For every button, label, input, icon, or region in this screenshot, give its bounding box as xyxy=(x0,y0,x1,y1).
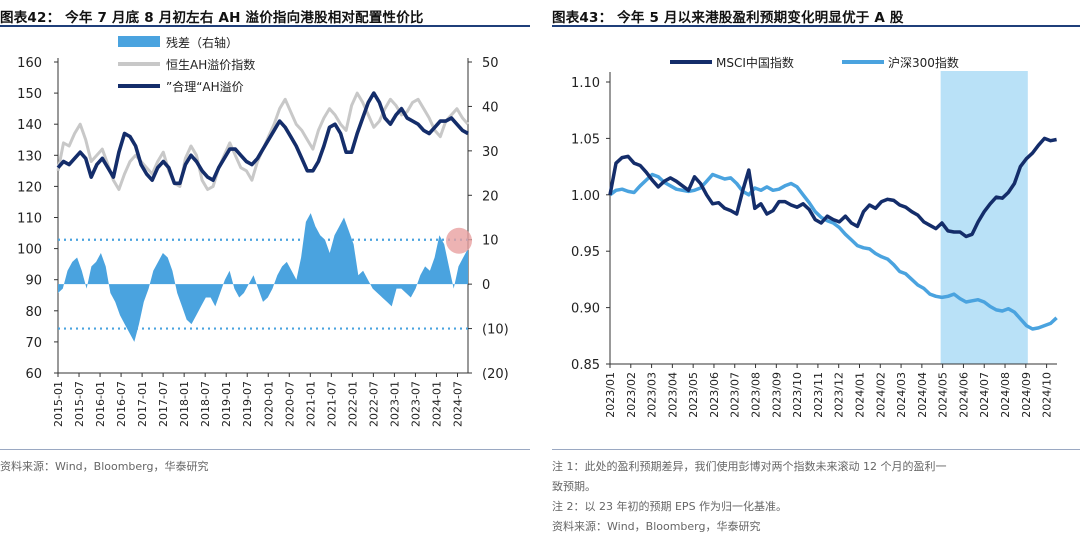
left-title-rule xyxy=(0,25,530,27)
right-notes-rule xyxy=(552,449,1080,450)
legend-label: MSCI中国指数 xyxy=(716,55,794,70)
y-tick-label: 0.90 xyxy=(571,302,600,317)
highlight-circle-marker xyxy=(446,227,472,254)
right-note-1: 注 1：此处的盈利预期差异，我们使用彭博对两个指数未来滚动 12 个月的盈利一 xyxy=(552,460,947,473)
y-left-tick-label: 120 xyxy=(17,180,42,195)
x-tick-label: 2023/12 xyxy=(833,372,846,418)
x-tick-label: 2021-07 xyxy=(325,381,338,427)
x-tick-label: 2023/04 xyxy=(666,372,679,418)
x-tick-label: 2023/10 xyxy=(791,372,804,418)
x-tick-label: 2024/09 xyxy=(1020,372,1033,418)
y-left-tick-label: 130 xyxy=(17,149,42,164)
y-left-tick-label: 110 xyxy=(17,212,42,227)
x-tick-label: 2020-07 xyxy=(283,381,296,427)
x-tick-label: 2017-01 xyxy=(136,381,149,427)
x-tick-label: 2020-01 xyxy=(262,381,275,427)
legend-label: 恒生AH溢价指数 xyxy=(166,57,255,72)
x-tick-label: 2018-07 xyxy=(199,381,212,427)
x-tick-label: 2024/07 xyxy=(978,372,991,418)
left-source-rule xyxy=(0,449,530,450)
fair-ah-premium-line xyxy=(56,91,469,186)
msci-china-line xyxy=(608,136,1057,239)
x-tick-label: 2019-01 xyxy=(220,381,233,427)
left-chart-panel: 图表42： 今年 7 月底 8 月初左右 AH 溢价指向港股相对配置性价比 60… xyxy=(0,0,530,538)
x-tick-label: 2022-07 xyxy=(367,381,380,427)
x-tick-label: 2017-07 xyxy=(157,381,170,427)
x-tick-label: 2024/10 xyxy=(1041,372,1054,418)
y-tick-label: 1.05 xyxy=(571,132,600,147)
y-left-tick-label: 70 xyxy=(25,336,42,351)
y-left-tick-label: 100 xyxy=(17,243,42,258)
x-tick-label: 2019-07 xyxy=(241,381,254,427)
x-tick-label: 2023/08 xyxy=(750,372,763,418)
y-right-tick-label: (20) xyxy=(482,367,509,382)
x-tick-label: 2024/04 xyxy=(916,372,929,418)
y-right-tick-label: 40 xyxy=(482,100,499,115)
y-tick-label: 1.00 xyxy=(571,189,600,204)
y-right-tick-label: 30 xyxy=(482,145,499,160)
right-chart-title: 图表43： 今年 5 月以来港股盈利预期变化明显优于 A 股 xyxy=(552,10,904,26)
x-tick-label: 2022-01 xyxy=(346,381,359,427)
x-tick-label: 2024/06 xyxy=(957,372,970,418)
x-tick-label: 2023/06 xyxy=(708,372,721,418)
x-tick-label: 2024/08 xyxy=(999,372,1012,418)
eps-expectation-chart: 0.85 0.90 0.95 1.00 1.05 1.10 2023/01 2023/02 20… xyxy=(571,55,1058,418)
x-tick-label: 2023/09 xyxy=(770,372,783,418)
y-left-tick-label: 60 xyxy=(25,367,42,382)
x-tick-label: 2024/02 xyxy=(874,372,887,418)
y-left-tick-label: 160 xyxy=(17,56,42,71)
y-tick-label: 0.85 xyxy=(571,358,600,373)
x-tick-label: 2015-07 xyxy=(73,381,86,427)
shaded-period-highlight xyxy=(940,71,1028,364)
x-tick-label: 2023/02 xyxy=(625,372,638,418)
x-tick-label: 2024/05 xyxy=(937,372,950,418)
right-source-note: 资料来源：Wind，Bloomberg，华泰研究 xyxy=(552,520,761,533)
y-tick-label: 0.95 xyxy=(571,245,600,260)
residual-area xyxy=(58,213,468,342)
y-tick-label: 1.10 xyxy=(571,76,600,91)
x-tick-label: 2023/11 xyxy=(812,372,825,418)
x-tick-label: 2023/03 xyxy=(646,372,659,418)
x-tick-label: 2021-01 xyxy=(304,381,317,427)
x-tick-label: 2024-07 xyxy=(451,381,464,427)
right-note-1-cont: 致预期。 xyxy=(552,480,596,493)
right-title-rule xyxy=(552,25,1080,27)
legend-label: 残差（右轴） xyxy=(166,35,238,50)
ah-premium-chart: 60 70 80 90 100 110 120 130 140 150 160 (20) (10) 0 10… xyxy=(17,35,509,427)
y-left-tick-label: 80 xyxy=(25,305,42,320)
y-left-tick-label: 90 xyxy=(25,274,42,289)
x-tick-label: 2018-01 xyxy=(178,381,191,427)
legend-swatch-residual xyxy=(118,36,160,47)
left-source-note: 资料来源：Wind，Bloomberg，华泰研究 xyxy=(0,460,209,473)
x-tick-label: 2023/01 xyxy=(604,372,617,418)
ah-premium-index-line xyxy=(56,91,470,191)
x-tick-label: 2023-07 xyxy=(409,381,422,427)
x-tick-label: 2023/05 xyxy=(687,372,700,418)
legend-label: ”合理“AH溢价 xyxy=(166,79,244,94)
x-tick-label: 2016-01 xyxy=(94,381,107,427)
x-tick-label: 2023-01 xyxy=(388,381,401,427)
x-tick-label: 2024/01 xyxy=(853,372,866,418)
legend-label: 沪深300指数 xyxy=(888,55,959,70)
x-tick-label: 2024/03 xyxy=(895,372,908,418)
x-tick-label: 2016-07 xyxy=(115,381,128,427)
y-right-tick-label: 50 xyxy=(482,56,499,71)
y-left-tick-label: 140 xyxy=(17,118,42,133)
x-tick-label: 2024-01 xyxy=(430,381,443,427)
y-right-tick-label: 0 xyxy=(482,278,490,293)
right-chart-panel: 图表43： 今年 5 月以来港股盈利预期变化明显优于 A 股 0.85 0.90 0… xyxy=(552,0,1080,538)
y-right-tick-label: (10) xyxy=(482,323,509,338)
left-chart-title: 图表42： 今年 7 月底 8 月初左右 AH 溢价指向港股相对配置性价比 xyxy=(0,10,424,26)
y-right-tick-label: 10 xyxy=(482,234,499,249)
y-right-tick-label: 20 xyxy=(482,189,499,204)
x-tick-label: 2023/07 xyxy=(729,372,742,418)
right-note-2: 注 2：以 23 年初的预期 EPS 作为归一化基准。 xyxy=(552,500,788,513)
y-left-tick-label: 150 xyxy=(17,87,42,102)
csi300-line xyxy=(608,172,1058,331)
x-tick-label: 2015-01 xyxy=(52,381,65,427)
